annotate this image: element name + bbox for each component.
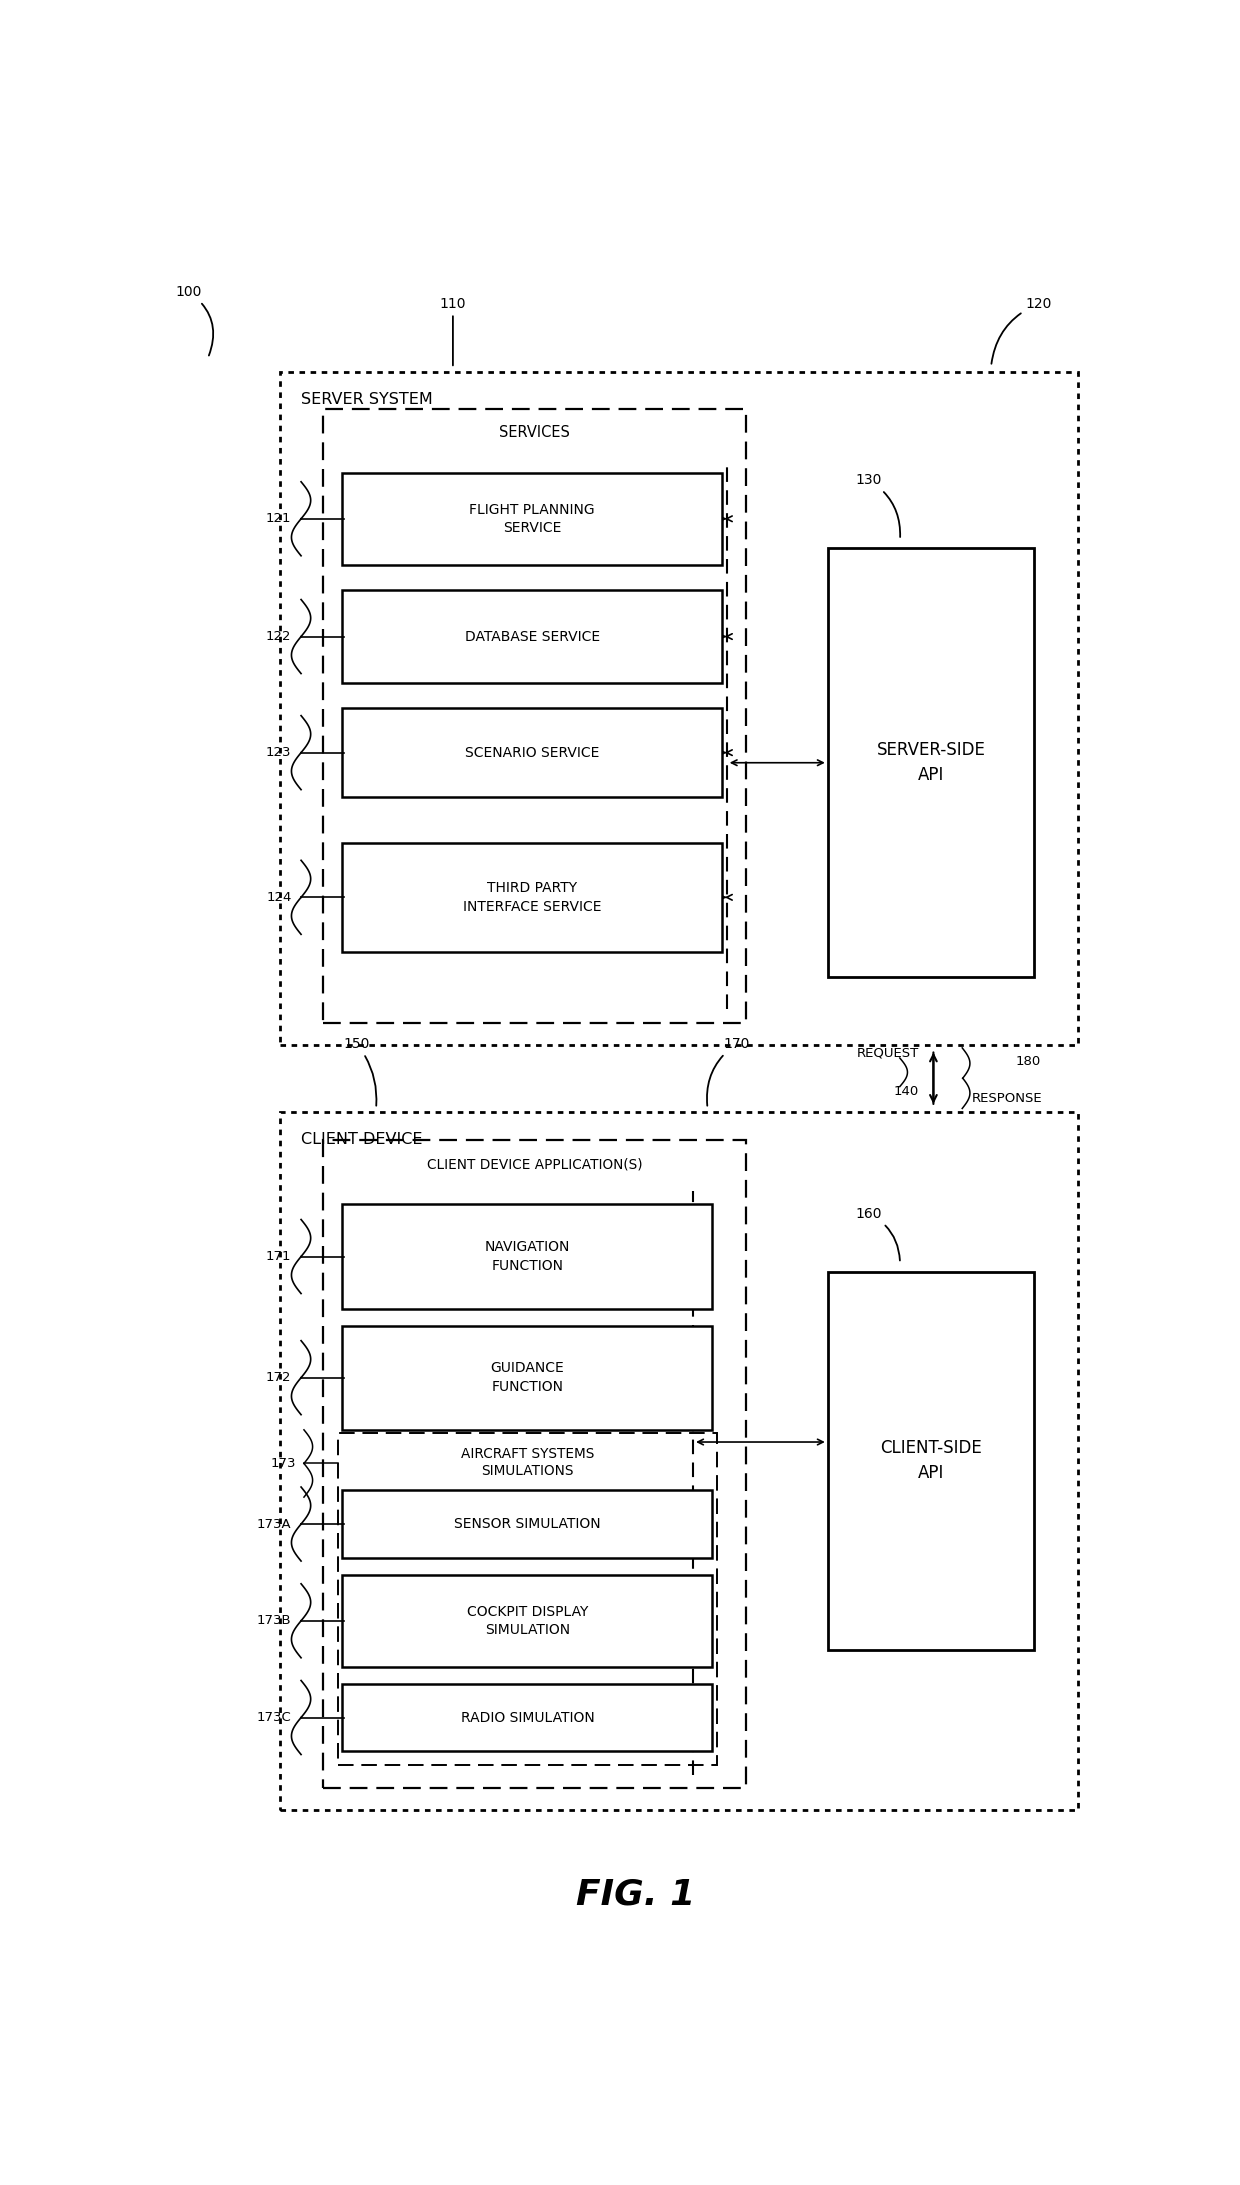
Text: DATABASE SERVICE: DATABASE SERVICE xyxy=(465,629,600,645)
Text: CLIENT-SIDE
API: CLIENT-SIDE API xyxy=(880,1440,982,1481)
Text: 110: 110 xyxy=(440,297,466,365)
Text: 122: 122 xyxy=(265,629,291,642)
Bar xyxy=(280,371,1078,1044)
Bar xyxy=(324,409,746,1023)
Text: 173A: 173A xyxy=(257,1519,291,1529)
Text: CLIENT DEVICE: CLIENT DEVICE xyxy=(301,1132,423,1147)
Bar xyxy=(324,1141,746,1787)
Text: 173C: 173C xyxy=(257,1711,291,1724)
Text: 172: 172 xyxy=(265,1372,291,1383)
Text: 130: 130 xyxy=(856,474,900,538)
Bar xyxy=(280,1112,1078,1809)
Text: SERVER-SIDE
API: SERVER-SIDE API xyxy=(877,741,986,784)
Bar xyxy=(342,708,722,798)
Text: 173B: 173B xyxy=(257,1615,291,1628)
Text: RESPONSE: RESPONSE xyxy=(972,1092,1043,1106)
Text: SENSOR SIMULATION: SENSOR SIMULATION xyxy=(454,1516,600,1532)
Text: FLIGHT PLANNING
SERVICE: FLIGHT PLANNING SERVICE xyxy=(470,503,595,535)
Bar xyxy=(342,1575,713,1667)
Bar xyxy=(342,1204,713,1309)
Bar xyxy=(337,1433,717,1765)
Bar xyxy=(828,1272,1034,1650)
Text: 100: 100 xyxy=(175,284,213,356)
Text: 160: 160 xyxy=(856,1206,900,1261)
Text: COCKPIT DISPLAY
SIMULATION: COCKPIT DISPLAY SIMULATION xyxy=(466,1604,588,1637)
Text: 121: 121 xyxy=(265,511,291,524)
Text: 150: 150 xyxy=(343,1038,377,1106)
Text: THIRD PARTY
INTERFACE SERVICE: THIRD PARTY INTERFACE SERVICE xyxy=(463,881,601,913)
Text: AIRCRAFT SYSTEMS
SIMULATIONS: AIRCRAFT SYSTEMS SIMULATIONS xyxy=(461,1446,594,1477)
Bar xyxy=(342,472,722,566)
Bar xyxy=(342,590,722,682)
Text: CLIENT DEVICE APPLICATION(S): CLIENT DEVICE APPLICATION(S) xyxy=(427,1158,642,1171)
Text: GUIDANCE
FUNCTION: GUIDANCE FUNCTION xyxy=(491,1361,564,1394)
Text: SCENARIO SERVICE: SCENARIO SERVICE xyxy=(465,745,599,760)
Bar xyxy=(342,1490,713,1558)
Text: 180: 180 xyxy=(1016,1055,1040,1068)
Bar xyxy=(342,1685,713,1750)
Bar xyxy=(342,1326,713,1429)
Text: 140: 140 xyxy=(894,1086,919,1099)
Text: 120: 120 xyxy=(992,297,1053,363)
Text: 123: 123 xyxy=(265,745,291,758)
Text: FIG. 1: FIG. 1 xyxy=(575,1877,696,1912)
Text: 173: 173 xyxy=(270,1457,296,1471)
Text: SERVICES: SERVICES xyxy=(500,426,570,441)
Text: 124: 124 xyxy=(267,891,291,905)
Bar xyxy=(828,548,1034,977)
Text: 170: 170 xyxy=(707,1038,750,1106)
Bar xyxy=(342,843,722,953)
Text: NAVIGATION
FUNCTION: NAVIGATION FUNCTION xyxy=(485,1241,570,1272)
Text: REQUEST: REQUEST xyxy=(857,1047,919,1060)
Text: RADIO SIMULATION: RADIO SIMULATION xyxy=(460,1711,594,1724)
Text: SERVER SYSTEM: SERVER SYSTEM xyxy=(301,391,433,406)
Text: 171: 171 xyxy=(265,1250,291,1263)
